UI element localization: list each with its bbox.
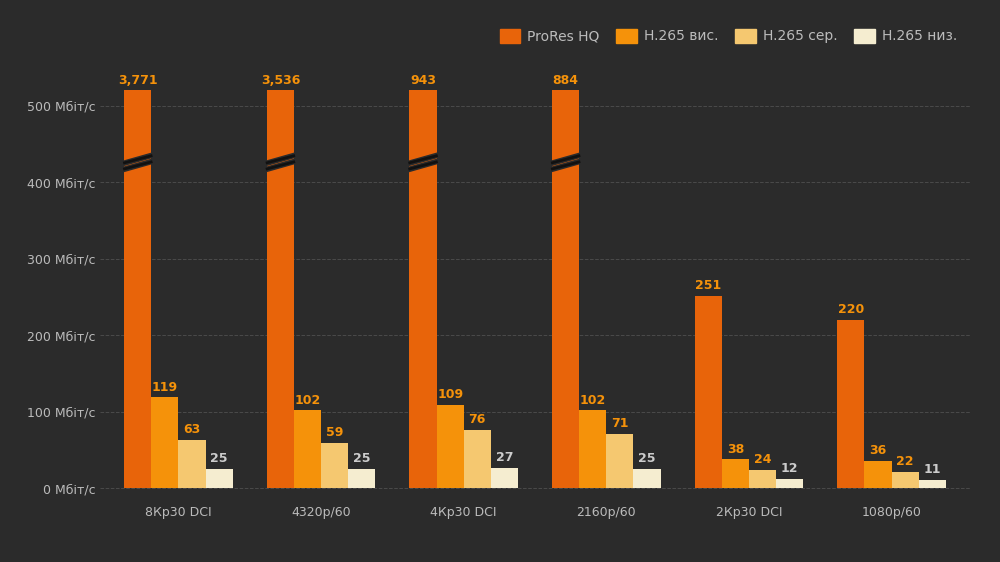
Bar [409, 90, 437, 488]
Bar [919, 480, 946, 488]
Bar [491, 468, 518, 488]
Text: 25: 25 [210, 452, 228, 465]
Bar [864, 461, 892, 488]
Bar [267, 90, 294, 488]
Text: 943: 943 [410, 74, 436, 87]
Bar [206, 469, 233, 488]
Text: 102: 102 [580, 393, 606, 406]
Bar [633, 469, 661, 488]
Text: 71: 71 [611, 417, 629, 430]
Bar [892, 472, 919, 488]
Bar [606, 434, 633, 488]
Bar [151, 397, 178, 488]
Text: 25: 25 [353, 452, 370, 465]
Text: 36: 36 [869, 444, 887, 457]
Text: 22: 22 [896, 455, 914, 468]
Text: 220: 220 [838, 303, 864, 316]
Text: 109: 109 [437, 388, 463, 401]
Text: 12: 12 [781, 463, 798, 475]
Text: 884: 884 [553, 74, 579, 87]
Text: 3,536: 3,536 [261, 74, 300, 87]
Text: 102: 102 [294, 393, 321, 406]
Text: 25: 25 [638, 452, 656, 465]
Bar [124, 90, 151, 488]
Bar [749, 470, 776, 488]
Text: 63: 63 [183, 423, 201, 436]
Text: 59: 59 [326, 427, 343, 439]
Bar [776, 479, 803, 488]
Bar [837, 320, 864, 488]
Text: 27: 27 [496, 451, 513, 464]
Bar [695, 296, 722, 488]
Text: 76: 76 [469, 414, 486, 427]
Text: 38: 38 [727, 442, 744, 456]
Bar [348, 469, 375, 488]
Bar [437, 405, 464, 488]
Text: 119: 119 [152, 380, 178, 393]
Text: 3,771: 3,771 [118, 74, 158, 87]
Bar [464, 430, 491, 488]
Bar [294, 410, 321, 488]
Text: 251: 251 [695, 279, 721, 292]
Text: 24: 24 [754, 453, 771, 466]
Bar [579, 410, 606, 488]
Text: 11: 11 [923, 463, 941, 476]
Legend: ProRes HQ, H.265 вис., H.265 сер., H.265 низ.: ProRes HQ, H.265 вис., H.265 сер., H.265… [494, 23, 963, 49]
Bar [552, 90, 579, 488]
Bar [178, 440, 206, 488]
Bar [321, 443, 348, 488]
Bar [722, 459, 749, 488]
